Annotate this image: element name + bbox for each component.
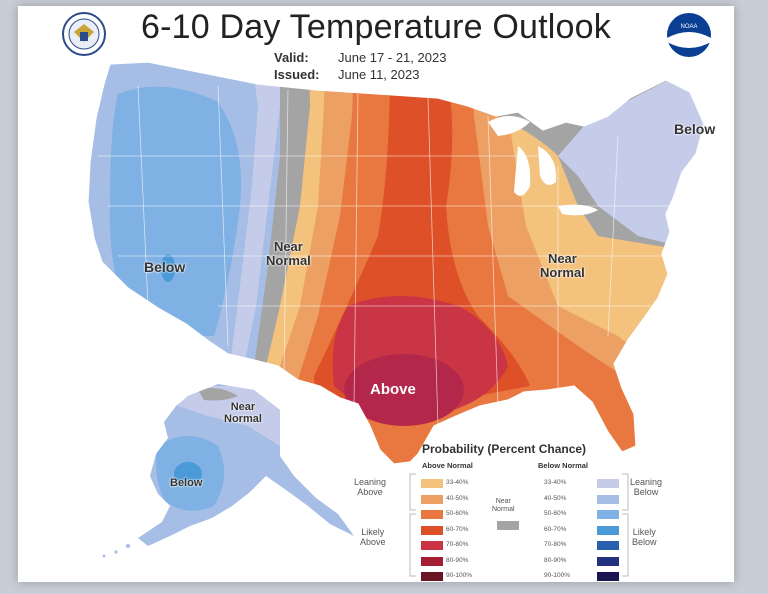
legend-below-bin-label: 33-40% <box>544 479 567 486</box>
legend-likely-below: Likely Below <box>632 527 657 547</box>
legend-below-bin-swatch <box>596 478 620 489</box>
legend-leaning-above: Leaning Above <box>354 477 387 497</box>
legend-likely-above: Likely Above <box>360 527 386 547</box>
legend-below-bin-swatch <box>596 555 620 567</box>
legend-above-header: Above Normal <box>422 461 473 470</box>
outlook-map-panel: 6-10 Day Temperature Outlook Valid: June… <box>18 6 734 582</box>
legend-above-bin-label: 80-90% <box>446 556 469 564</box>
legend-above-bin-label: 90-100% <box>446 572 473 579</box>
legend-below-bin-swatch <box>596 540 620 551</box>
legend-brackets <box>409 473 629 577</box>
legend-above-bin-label: 50-60% <box>446 510 469 517</box>
legend-above-bin-label: 70-80% <box>446 541 469 548</box>
legend-above-bin-swatch <box>420 509 444 520</box>
legend-near-normal-label: Near Normal <box>492 498 515 513</box>
northeast-below-label: Below <box>674 121 716 137</box>
issued-value: June 11, 2023 <box>338 67 420 82</box>
southeast-near-normal-label: Near Normal <box>540 251 585 280</box>
legend-above-bin-label: 60-70% <box>446 525 469 533</box>
legend-below-bin-swatch <box>596 509 620 520</box>
legend-above-bin-swatch <box>420 524 444 536</box>
legend-below-bin-label: 80-90% <box>544 556 567 564</box>
legend-title: Probability (Percent Chance) <box>422 442 587 456</box>
valid-value: June 17 - 21, 2023 <box>338 50 447 65</box>
alaska-near-normal-label: Near Normal <box>224 401 262 425</box>
legend-near-normal-swatch <box>496 520 520 531</box>
legend-above-bin-swatch <box>420 555 444 567</box>
legend-above-bin-swatch <box>420 478 444 489</box>
aleutian-islands <box>102 544 130 558</box>
noaa-logo-text: NOAA <box>680 24 697 30</box>
legend-above-bin-label: 40-50% <box>446 494 469 502</box>
conus-outlook-zones <box>88 62 704 464</box>
temperature-outlook-map <box>87 61 705 558</box>
texas-above-label: Above <box>370 381 416 398</box>
legend-below-bin-label: 60-70% <box>544 525 567 533</box>
issued-label: Issued: <box>274 67 320 82</box>
plains-near-normal-label: Near Normal <box>266 239 311 268</box>
commerce-seal-icon <box>62 12 106 56</box>
legend-above-bin-swatch <box>420 571 444 582</box>
noaa-logo-icon: NOAA <box>667 13 711 57</box>
legend-below-bin-label: 70-80% <box>544 541 567 548</box>
legend-above-bin-label: 33-40% <box>446 479 469 486</box>
conus-outline <box>87 61 705 465</box>
legend-below-bin-swatch <box>596 524 620 536</box>
legend-leaning-below: Leaning Below <box>630 477 663 497</box>
legend-below-bin-label: 90-100% <box>544 572 571 579</box>
west-below-label: Below <box>144 259 186 275</box>
valid-label: Valid: <box>274 50 309 65</box>
legend-above-bin-swatch <box>420 493 444 505</box>
legend-below-header: Below Normal <box>538 461 589 470</box>
legend-below-bin-label: 50-60% <box>544 510 567 517</box>
legend-below-bin-label: 40-50% <box>544 494 567 502</box>
legend-below-bin-swatch <box>596 571 620 582</box>
legend-above-bin-swatch <box>420 540 444 551</box>
page-title: 6-10 Day Temperature Outlook <box>141 8 611 46</box>
legend-below-bin-swatch <box>596 493 620 505</box>
alaska-below-label: Below <box>170 477 203 489</box>
